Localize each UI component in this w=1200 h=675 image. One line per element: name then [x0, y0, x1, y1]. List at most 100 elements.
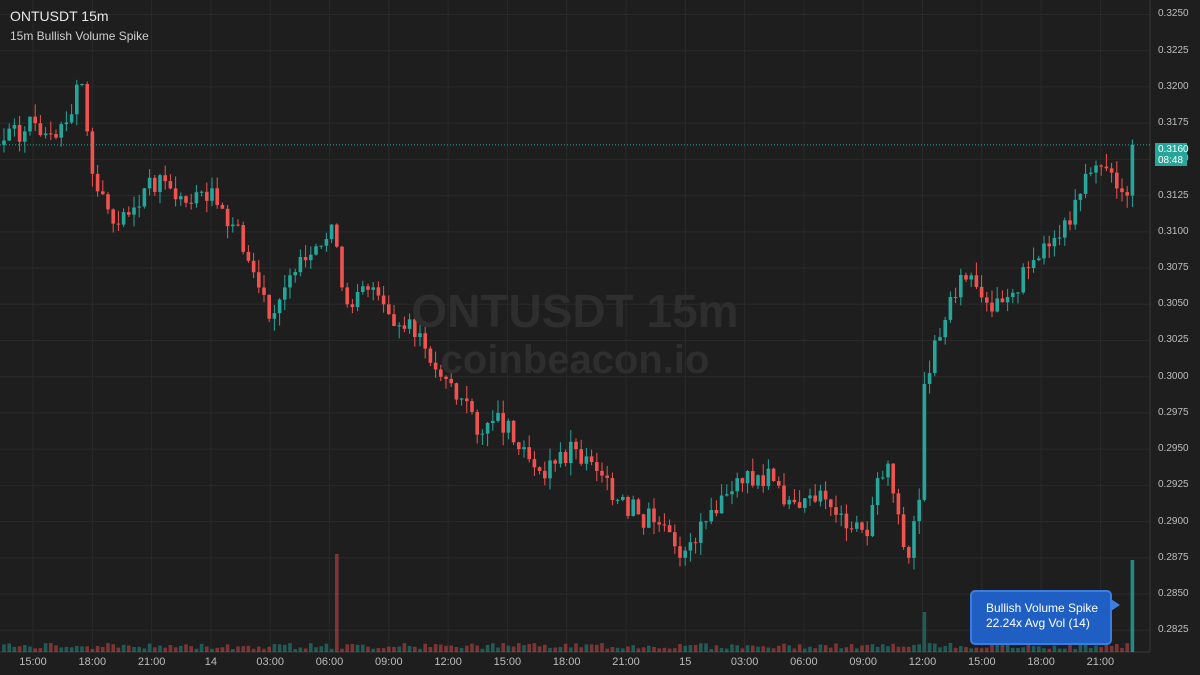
candle-down [38, 123, 43, 136]
candle-down [439, 369, 443, 377]
candle-up [121, 212, 126, 225]
candle-up [548, 460, 552, 479]
volume-bar [657, 648, 661, 652]
volume-bar [699, 643, 703, 652]
candle-down [985, 297, 989, 303]
candle-up [64, 122, 69, 125]
price-tick-label: 0.3100 [1158, 225, 1189, 237]
time-tick-label: 18:00 [1027, 656, 1055, 668]
candle-up [407, 319, 412, 329]
volume-bar [142, 648, 147, 652]
volume-bar [501, 643, 505, 652]
candle-down [907, 547, 911, 558]
volume-bar [1125, 643, 1129, 652]
volume-bar [907, 646, 911, 652]
price-tick-label: 0.3075 [1158, 262, 1189, 274]
candle-down [553, 460, 557, 464]
candle-down [865, 529, 869, 537]
price-tick-label: 0.2875 [1158, 551, 1189, 563]
candle-up [725, 494, 729, 496]
candle-countdown: 08:48 [1158, 155, 1184, 166]
volume-bar [803, 648, 807, 652]
candle-down [163, 175, 167, 182]
candle-up [142, 188, 147, 207]
candle-up [558, 451, 563, 464]
time-tick-label: 09:00 [375, 656, 403, 668]
volume-bar [283, 644, 287, 652]
candle-down [626, 496, 630, 516]
price-tick-label: 0.3025 [1158, 334, 1189, 346]
candle-down [335, 224, 339, 247]
candle-down [953, 297, 958, 299]
candle-up [288, 275, 292, 288]
volume-bar [1052, 645, 1057, 652]
candle-up [132, 207, 136, 215]
candle-up [943, 319, 947, 338]
candle-up [803, 498, 807, 508]
candle-up [43, 133, 48, 136]
candle-down [823, 490, 828, 500]
volume-bar [740, 648, 745, 652]
candle-up [927, 373, 932, 384]
candle-down [1026, 267, 1031, 269]
volume-bar [444, 645, 448, 652]
volume-bar [615, 647, 620, 652]
candle-up [277, 299, 282, 314]
candle-down [1109, 168, 1114, 173]
volume-bar [969, 648, 973, 652]
candle-up [1089, 172, 1093, 174]
volume-bar [673, 648, 677, 652]
volume-bar [95, 645, 100, 652]
time-tick-label: 06:00 [315, 656, 344, 668]
candle-up [855, 522, 859, 529]
candle-up [12, 125, 17, 129]
volume-bar [548, 647, 552, 652]
volume-bar [875, 646, 880, 652]
volume-bar [220, 647, 225, 652]
candle-up [147, 177, 152, 189]
watermark-symbol: ONTUSDT 15m [411, 285, 739, 337]
time-tick-label: 21:00 [1086, 656, 1115, 668]
candle-down [901, 514, 906, 548]
volume-bar [610, 647, 615, 652]
volume-bar [345, 644, 349, 652]
candle-down [974, 275, 979, 287]
volume-bar [735, 645, 739, 652]
candle-up [569, 441, 573, 464]
candle-down [563, 451, 568, 464]
candle-down [771, 468, 776, 482]
volume-bar [111, 644, 115, 652]
chart-subtitle: 15m Bullish Volume Spike [10, 29, 149, 43]
volume-bar [1000, 643, 1005, 652]
candle-down [215, 188, 219, 205]
grid-lines [0, 0, 1150, 652]
volume-bar [641, 647, 646, 652]
volume-bar [517, 643, 521, 652]
volume-bar [771, 648, 776, 652]
candle-down [267, 294, 271, 319]
volume-bar [17, 646, 22, 652]
candle-down [444, 376, 448, 379]
callout-title: Bullish Volume Spike [986, 601, 1099, 615]
candle-up [418, 333, 422, 338]
chart-title: ONTUSDT 15m [10, 8, 109, 24]
candle-up [839, 513, 843, 515]
volume-bar [225, 644, 230, 652]
volume-bar [693, 644, 698, 652]
volume-bar [1026, 643, 1031, 652]
volume-bar [1078, 644, 1083, 652]
volume-bar [101, 646, 105, 652]
volume-bar [210, 648, 214, 652]
volume-bar [246, 645, 251, 652]
volume-bar [943, 646, 947, 652]
volume-bar [865, 644, 869, 652]
volume-bar [959, 646, 963, 652]
candle-down [777, 481, 781, 486]
volume-bar [199, 643, 204, 652]
candle-up [272, 313, 277, 319]
candle-up [1037, 258, 1041, 261]
volume-bar [158, 645, 162, 652]
volume-bar [75, 645, 79, 652]
